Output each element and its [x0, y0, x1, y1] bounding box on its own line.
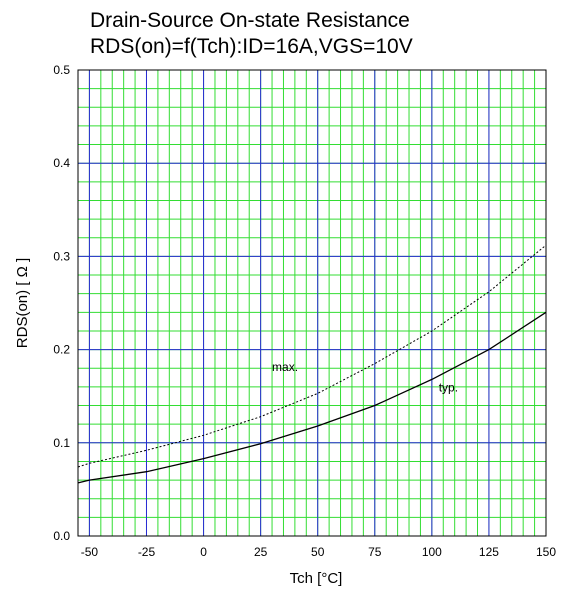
series-annotation: max.	[272, 360, 298, 374]
y-tick-label: 0.5	[53, 63, 70, 77]
plot-frame	[77, 69, 547, 537]
y-axis-label: RDS(on) [ Ω ]	[14, 258, 31, 348]
chart-title-line-2: RDS(on)=f(Tch):ID=16A,VGS=10V	[90, 35, 413, 58]
x-tick-label: 150	[536, 545, 556, 559]
x-tick-label: 50	[311, 545, 325, 559]
x-tick-label: 25	[254, 545, 268, 559]
x-tick-label: -50	[81, 545, 99, 559]
x-tick-label: -25	[138, 545, 156, 559]
series-line-max	[77, 244, 547, 468]
y-tick-label: 0.0	[53, 529, 70, 543]
chart-title-line-1: Drain-Source On-state Resistance	[90, 9, 410, 32]
y-tick-label: 0.2	[53, 343, 70, 357]
y-tick-label: 0.4	[53, 156, 70, 170]
series-annotation: typ.	[439, 381, 458, 395]
series-layer	[77, 244, 547, 484]
major-grid	[78, 69, 547, 537]
x-tick-label: 75	[368, 545, 382, 559]
x-tick-label: 100	[422, 545, 442, 559]
y-tick-label: 0.1	[53, 436, 70, 450]
chart-title: Drain-Source On-state Resistance RDS(on)…	[90, 8, 413, 60]
minor-grid	[77, 69, 547, 537]
x-axis-label: Tch [°C]	[290, 570, 343, 587]
x-tick-label: 0	[200, 545, 207, 559]
y-axis-ticks: 0.0 0.1 0.2 0.3 0.4 0.5	[53, 63, 70, 543]
annotations: max. typ.	[272, 360, 458, 395]
x-axis-ticks: -50 -25 0 25 50 75 100 125 150	[81, 545, 557, 559]
x-tick-label: 125	[479, 545, 499, 559]
y-tick-label: 0.3	[53, 249, 70, 263]
series-line-typ	[77, 311, 547, 484]
